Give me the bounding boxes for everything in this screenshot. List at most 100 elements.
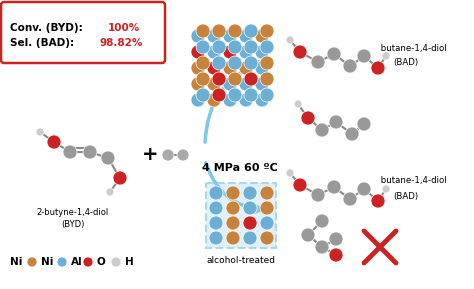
Circle shape	[343, 59, 357, 73]
Circle shape	[294, 100, 302, 108]
Text: alcohol-treated: alcohol-treated	[207, 256, 275, 265]
Circle shape	[244, 72, 258, 86]
Circle shape	[255, 29, 269, 43]
Circle shape	[207, 77, 221, 91]
Circle shape	[239, 29, 253, 43]
Text: Conv. (BYD):: Conv. (BYD):	[10, 23, 86, 33]
Circle shape	[329, 248, 343, 262]
Text: Al: Al	[71, 257, 82, 267]
Circle shape	[57, 257, 67, 267]
Circle shape	[260, 24, 274, 38]
Circle shape	[260, 186, 274, 200]
Circle shape	[243, 216, 257, 230]
Circle shape	[329, 232, 343, 246]
Circle shape	[239, 45, 253, 59]
Circle shape	[357, 117, 371, 131]
Circle shape	[113, 171, 127, 185]
Circle shape	[260, 231, 274, 245]
Circle shape	[196, 72, 210, 86]
Circle shape	[343, 192, 357, 206]
Circle shape	[311, 55, 325, 69]
Circle shape	[223, 93, 237, 107]
Circle shape	[243, 186, 257, 200]
Circle shape	[83, 145, 97, 159]
Circle shape	[255, 77, 269, 91]
Circle shape	[226, 201, 240, 215]
Circle shape	[301, 228, 315, 242]
Text: (BAD): (BAD)	[393, 58, 418, 66]
Circle shape	[223, 29, 237, 43]
Circle shape	[255, 61, 269, 75]
Circle shape	[209, 216, 223, 230]
Text: (BYD): (BYD)	[61, 220, 85, 229]
FancyBboxPatch shape	[1, 2, 165, 63]
Circle shape	[212, 72, 226, 86]
Circle shape	[329, 115, 343, 129]
Circle shape	[209, 201, 223, 215]
Circle shape	[207, 93, 221, 107]
Circle shape	[228, 40, 242, 54]
Text: Ni: Ni	[10, 257, 22, 267]
Circle shape	[239, 93, 253, 107]
Text: Sel. (BAD):: Sel. (BAD):	[10, 38, 78, 48]
Circle shape	[311, 188, 325, 202]
Circle shape	[228, 88, 242, 102]
Circle shape	[27, 257, 37, 267]
Circle shape	[301, 111, 315, 125]
Circle shape	[243, 201, 257, 215]
Circle shape	[209, 231, 223, 245]
Circle shape	[47, 135, 61, 149]
Circle shape	[327, 47, 341, 61]
Text: +: +	[142, 145, 158, 164]
Circle shape	[255, 93, 269, 107]
Text: butane-1,4-diol: butane-1,4-diol	[378, 44, 447, 53]
Circle shape	[191, 77, 205, 91]
Circle shape	[36, 128, 44, 136]
Bar	[206, 183, 276, 248]
Circle shape	[63, 145, 77, 159]
Circle shape	[223, 45, 237, 59]
Circle shape	[111, 257, 121, 267]
Circle shape	[357, 49, 371, 63]
Circle shape	[371, 194, 385, 208]
Circle shape	[327, 180, 341, 194]
Circle shape	[357, 182, 371, 196]
Circle shape	[191, 61, 205, 75]
Circle shape	[315, 214, 329, 228]
Circle shape	[212, 56, 226, 70]
Text: 2-butyne-1,4-diol: 2-butyne-1,4-diol	[37, 208, 109, 217]
Circle shape	[191, 29, 205, 43]
Circle shape	[315, 123, 329, 137]
Circle shape	[260, 201, 274, 215]
Circle shape	[223, 77, 237, 91]
Circle shape	[209, 186, 223, 200]
Circle shape	[243, 231, 257, 245]
Circle shape	[244, 56, 258, 70]
Circle shape	[228, 72, 242, 86]
Text: 100%: 100%	[108, 23, 140, 33]
Circle shape	[162, 149, 174, 161]
Circle shape	[382, 185, 390, 193]
Text: Ni: Ni	[41, 257, 54, 267]
Text: butane-1,4-diol: butane-1,4-diol	[378, 177, 447, 186]
Circle shape	[260, 88, 274, 102]
Circle shape	[382, 52, 390, 60]
Circle shape	[260, 216, 274, 230]
Circle shape	[315, 240, 329, 254]
Circle shape	[106, 188, 114, 196]
Circle shape	[228, 24, 242, 38]
Circle shape	[239, 61, 253, 75]
Circle shape	[260, 56, 274, 70]
Circle shape	[191, 93, 205, 107]
Circle shape	[207, 29, 221, 43]
Circle shape	[345, 127, 359, 141]
Circle shape	[293, 178, 307, 192]
Circle shape	[260, 40, 274, 54]
Text: H: H	[125, 257, 134, 267]
Circle shape	[371, 61, 385, 75]
Circle shape	[286, 36, 294, 44]
Circle shape	[196, 24, 210, 38]
Text: 4 MPa 60 ºC: 4 MPa 60 ºC	[202, 163, 278, 173]
Circle shape	[177, 149, 189, 161]
Circle shape	[260, 72, 274, 86]
